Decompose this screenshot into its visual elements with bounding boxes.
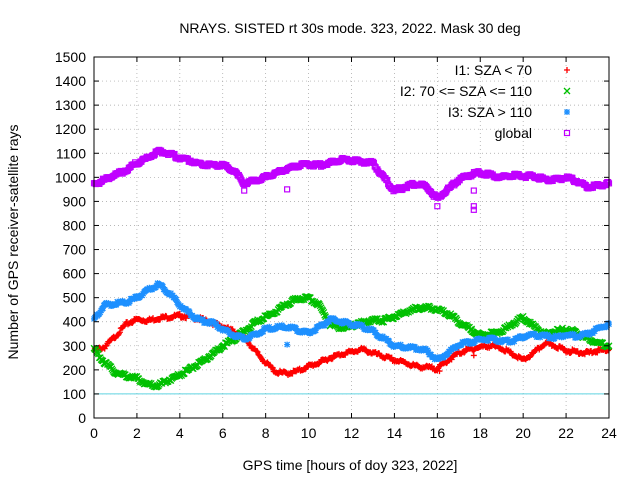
legend-marker (563, 87, 571, 95)
data-point (605, 178, 612, 186)
y-tick-label: 1000 (55, 169, 86, 185)
data-point (239, 333, 246, 340)
data-point (176, 310, 183, 317)
plot-area (90, 146, 613, 391)
chart-title: NRAYS. SISTED rt 30s mode. 323, 2022. Ma… (179, 20, 520, 36)
x-tick-label: 2 (133, 425, 141, 441)
legend-label: global (495, 125, 532, 141)
y-tick-label: 200 (63, 362, 87, 378)
y-axis: 0 100 200 300 400 500 600 700 800 900 1000 1100 1200… (55, 49, 609, 426)
data-point (129, 319, 136, 326)
outlier-point (241, 187, 248, 194)
legend-label: I2: 70 <= SZA <= 110 (400, 83, 532, 99)
y-tick-label: 700 (63, 242, 87, 258)
data-point (269, 364, 276, 371)
legend-label: I1: SZA < 70 (455, 62, 533, 78)
x-tick-label: 18 (472, 425, 488, 441)
x-tick-label: 24 (601, 425, 617, 441)
outlier-point (284, 186, 291, 193)
x-axis: 0 2 4 6 8 10 12 14 16 18 20 22 24 (90, 57, 617, 441)
data-point (461, 349, 468, 356)
outlier-point (434, 203, 441, 210)
y-tick-label: 800 (63, 217, 87, 233)
data-point (382, 175, 389, 182)
x-axis-label: GPS time [hours of doy 323, 2022] (243, 457, 458, 473)
y-tick-label: 100 (63, 386, 87, 402)
data-point (206, 320, 213, 327)
y-tick-label: 300 (63, 338, 87, 354)
data-point (316, 360, 323, 367)
y-tick-label: 600 (63, 266, 87, 282)
x-tick-label: 20 (515, 425, 531, 441)
y-tick-label: 1500 (55, 49, 86, 65)
legend: I1: SZA < 70 I2: 70 <= SZA <= 110 I3: SZA … (400, 62, 571, 141)
series-4 (90, 146, 613, 213)
data-point (386, 338, 393, 345)
outlier-point (284, 341, 291, 348)
legend-marker (564, 109, 570, 115)
data-point (200, 316, 207, 323)
outlier-point (470, 352, 477, 359)
legend-label: I3: SZA > 110 (448, 104, 532, 120)
data-point (97, 309, 104, 316)
data-point (159, 283, 166, 290)
x-tick-label: 12 (344, 425, 360, 441)
x-tick-label: 6 (219, 425, 227, 441)
data-point (359, 321, 366, 328)
y-tick-label: 1200 (55, 121, 86, 137)
data-point (485, 337, 492, 344)
y-axis-label: Number of GPS receiver-satellite rays (5, 125, 21, 360)
data-point (253, 348, 260, 355)
series-3 (91, 280, 612, 363)
data-point (259, 328, 266, 335)
data-point (173, 296, 180, 303)
data-point (99, 305, 106, 312)
x-tick-label: 8 (262, 425, 270, 441)
data-point (107, 363, 115, 371)
y-tick-label: 1400 (55, 73, 86, 89)
data-point (116, 329, 123, 336)
outlier-point (470, 206, 477, 213)
data-point (591, 328, 598, 335)
data-point (603, 324, 610, 331)
data-point (312, 327, 319, 334)
outlier-point (468, 325, 476, 333)
y-tick-label: 500 (63, 290, 87, 306)
data-point (329, 355, 336, 362)
x-tick-label: 0 (90, 425, 98, 441)
y-tick-label: 1100 (56, 145, 86, 161)
data-point (302, 366, 309, 373)
data-point (328, 356, 335, 363)
legend-marker (563, 129, 571, 137)
outlier-point (470, 187, 477, 194)
data-point (225, 327, 232, 334)
y-tick-label: 0 (78, 410, 86, 426)
legend-marker (564, 67, 570, 73)
y-tick-label: 900 (63, 193, 87, 209)
x-tick-label: 4 (176, 425, 184, 441)
data-point (236, 173, 243, 180)
data-point (316, 302, 324, 310)
data-point (326, 318, 333, 325)
x-tick-label: 10 (301, 425, 317, 441)
data-point (372, 329, 379, 336)
data-point (448, 356, 455, 363)
outlier-point (470, 203, 477, 210)
data-point (186, 309, 193, 316)
data-point (384, 176, 391, 184)
x-tick-label: 14 (387, 425, 403, 441)
x-tick-label: 16 (430, 425, 446, 441)
outlier-point (436, 368, 443, 375)
y-tick-label: 1300 (55, 97, 86, 113)
data-point (571, 331, 578, 338)
y-tick-label: 400 (63, 314, 87, 330)
x-tick-label: 22 (558, 425, 574, 441)
